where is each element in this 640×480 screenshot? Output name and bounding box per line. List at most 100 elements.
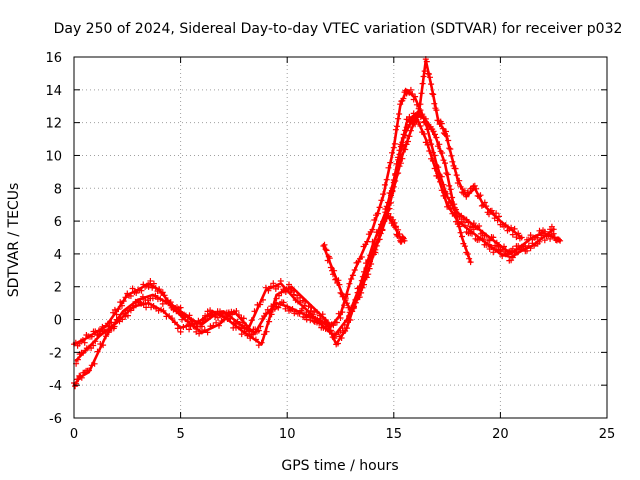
data-point <box>351 267 358 273</box>
data-point <box>139 293 146 300</box>
data-point <box>81 339 88 346</box>
data-point <box>426 71 432 77</box>
data-point <box>431 100 438 107</box>
y-axis-label: SDTVAR / TECUs <box>6 183 22 298</box>
data-point <box>509 245 516 252</box>
data-point <box>270 280 277 287</box>
data-point <box>419 80 426 87</box>
y-tick-label: 4 <box>54 248 62 263</box>
data-point <box>160 307 167 314</box>
data-point <box>449 194 456 201</box>
data-point <box>120 298 127 305</box>
data-point <box>368 261 375 267</box>
data-point <box>513 234 520 241</box>
data-point <box>341 321 348 328</box>
data-point <box>275 283 282 290</box>
data-point <box>147 278 154 284</box>
data-point <box>113 311 120 318</box>
data-point <box>167 299 174 306</box>
data-point <box>444 171 451 178</box>
data-point <box>210 322 217 329</box>
data-point <box>405 138 411 145</box>
data-point <box>557 237 564 244</box>
data-point <box>212 313 219 320</box>
data-point <box>280 299 287 306</box>
data-point <box>453 172 460 179</box>
data-point <box>122 294 129 301</box>
data-point <box>227 315 234 322</box>
data-point <box>465 219 472 226</box>
data-point <box>439 150 446 156</box>
data-point <box>399 155 406 162</box>
data-point <box>275 304 282 311</box>
data-point <box>186 312 193 319</box>
data-point <box>486 237 493 244</box>
data-point <box>439 125 446 132</box>
data-point <box>431 152 438 159</box>
data-point <box>296 310 303 317</box>
data-point <box>469 230 475 237</box>
data-point <box>361 268 367 275</box>
data-point <box>257 323 264 330</box>
data-point <box>476 223 483 229</box>
data-point <box>369 226 376 233</box>
data-point <box>260 296 266 303</box>
data-point <box>299 305 306 312</box>
data-point <box>464 251 471 257</box>
data-point <box>319 311 326 318</box>
data-point <box>438 187 445 194</box>
data-point <box>96 330 103 337</box>
data-point <box>449 158 456 165</box>
data-point <box>177 304 184 311</box>
data-point <box>382 206 389 212</box>
data-point <box>358 254 365 260</box>
data-point <box>271 301 278 308</box>
data-point <box>202 312 209 319</box>
data-point <box>499 253 506 260</box>
data-point <box>381 181 388 188</box>
data-point <box>420 115 427 121</box>
y-tick-label: 12 <box>45 117 62 132</box>
data-point <box>331 267 338 274</box>
y-tick-label: 14 <box>45 84 62 99</box>
data-point <box>223 312 230 319</box>
data-point <box>400 234 406 241</box>
data-point <box>152 292 159 299</box>
data-point <box>433 134 440 141</box>
data-point <box>341 293 348 300</box>
data-point <box>392 178 399 184</box>
data-point <box>428 141 435 148</box>
data-point <box>496 213 502 220</box>
data-point <box>524 247 530 254</box>
data-point <box>251 308 258 315</box>
data-point <box>117 299 124 306</box>
data-point <box>392 223 399 230</box>
data-point <box>338 335 345 341</box>
data-point <box>461 222 468 229</box>
data-point <box>423 58 430 65</box>
data-point <box>380 191 387 198</box>
data-point <box>314 309 320 316</box>
data-point <box>359 284 366 291</box>
y-tick-label: 6 <box>54 215 62 230</box>
data-point <box>114 317 121 324</box>
data-point <box>355 258 362 265</box>
data-point <box>90 342 97 349</box>
data-point <box>436 141 443 148</box>
data-point <box>161 292 168 299</box>
data-point <box>515 230 522 237</box>
data-point <box>179 316 185 323</box>
data-point <box>322 316 329 323</box>
data-point <box>433 107 440 114</box>
data-point <box>429 157 436 164</box>
data-point <box>402 146 409 153</box>
data-point <box>344 291 351 298</box>
data-point <box>397 160 404 167</box>
data-point <box>88 333 95 340</box>
x-tick-label: 0 <box>70 427 78 442</box>
data-point <box>250 331 257 338</box>
data-point <box>430 128 437 135</box>
data-point <box>235 324 242 331</box>
data-point <box>486 211 492 218</box>
data-point <box>386 215 393 222</box>
